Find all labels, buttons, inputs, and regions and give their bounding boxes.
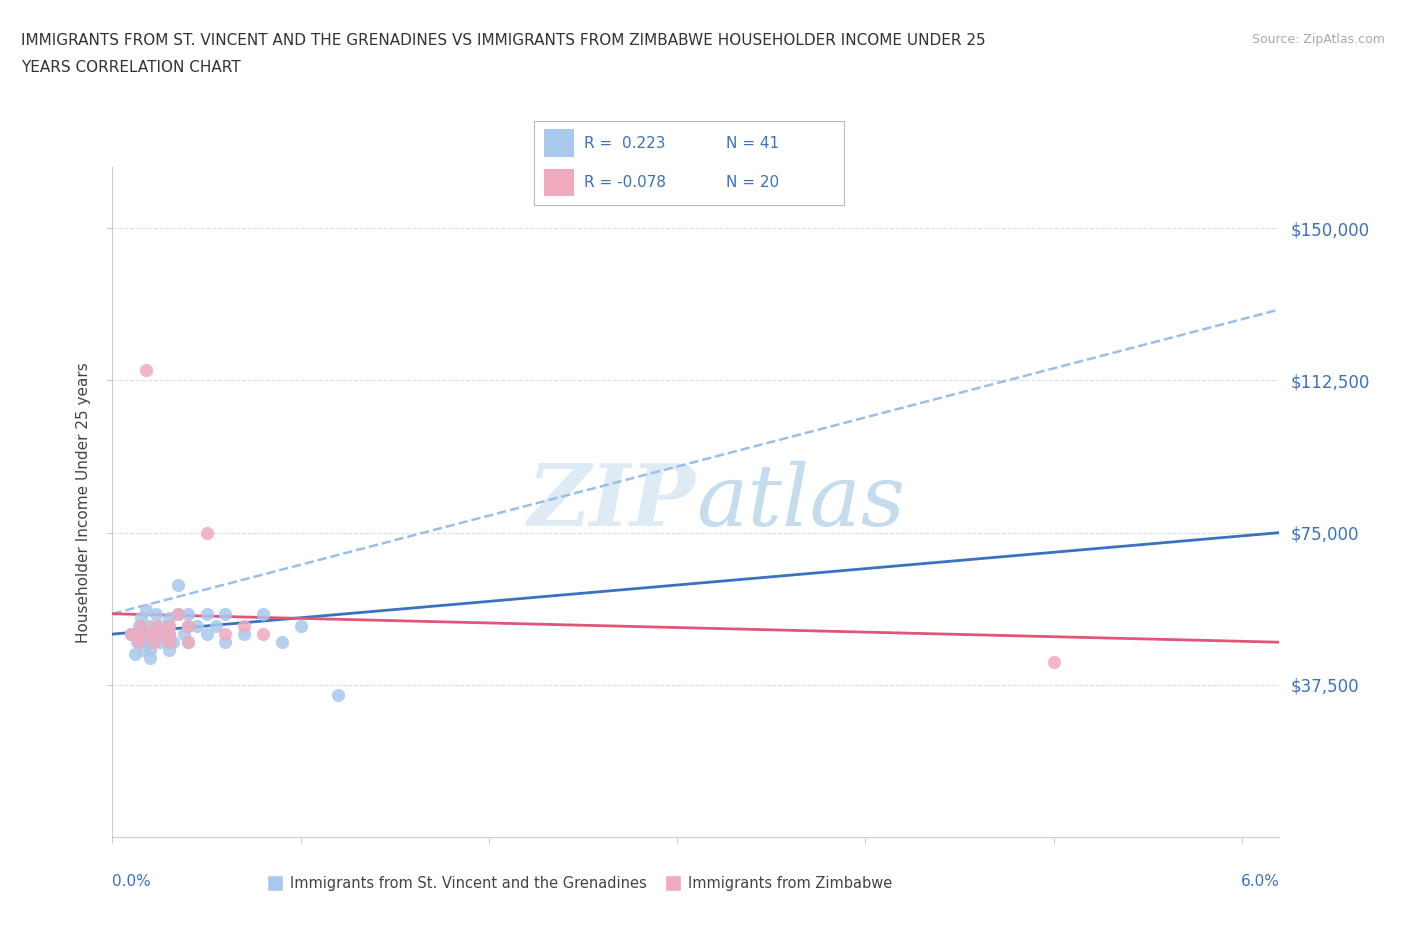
Point xyxy=(173,627,195,642)
Text: R =  0.223: R = 0.223 xyxy=(583,136,665,151)
Point xyxy=(233,618,256,633)
Point xyxy=(125,635,148,650)
Point xyxy=(128,618,150,633)
Point xyxy=(157,635,180,650)
Point xyxy=(157,627,180,642)
Point xyxy=(177,618,200,633)
Point xyxy=(145,606,167,621)
Point xyxy=(148,627,170,642)
Point xyxy=(157,618,180,633)
Point xyxy=(167,606,190,621)
Point xyxy=(233,627,256,642)
Point xyxy=(142,635,165,650)
Point xyxy=(167,606,190,621)
Point xyxy=(148,618,170,633)
Point xyxy=(177,618,200,633)
Text: ZIP: ZIP xyxy=(529,460,696,544)
Point xyxy=(186,618,208,633)
Point xyxy=(252,627,274,642)
Point xyxy=(148,635,170,650)
Point xyxy=(139,651,162,666)
Point xyxy=(205,618,228,633)
Point xyxy=(157,627,180,642)
Point xyxy=(214,635,236,650)
Point xyxy=(1042,655,1064,670)
Y-axis label: Householder Income Under 25 years: Householder Income Under 25 years xyxy=(76,362,91,643)
Bar xyxy=(544,129,575,157)
Point xyxy=(195,606,218,621)
Point xyxy=(177,635,200,650)
Point xyxy=(167,578,190,592)
Point xyxy=(157,618,180,633)
Point xyxy=(142,627,165,642)
Point xyxy=(328,687,350,702)
Point xyxy=(252,606,274,621)
Point xyxy=(124,647,146,662)
Point xyxy=(157,643,180,658)
Point xyxy=(177,635,200,650)
Point xyxy=(157,610,180,625)
Text: N = 41: N = 41 xyxy=(725,136,779,151)
Point xyxy=(157,635,180,650)
Bar xyxy=(544,168,575,196)
Text: 0.0%: 0.0% xyxy=(112,874,152,889)
Point xyxy=(145,618,167,633)
Text: 6.0%: 6.0% xyxy=(1240,874,1279,889)
Text: IMMIGRANTS FROM ST. VINCENT AND THE GRENADINES VS IMMIGRANTS FROM ZIMBABWE HOUSE: IMMIGRANTS FROM ST. VINCENT AND THE GREN… xyxy=(21,33,986,47)
Point xyxy=(290,618,312,633)
Point xyxy=(134,627,156,642)
Point xyxy=(129,635,152,650)
Text: R = -0.078: R = -0.078 xyxy=(583,175,666,190)
Point xyxy=(135,363,157,378)
Point xyxy=(195,627,218,642)
Point xyxy=(139,643,162,658)
Point xyxy=(129,618,152,633)
Point xyxy=(162,635,184,650)
Point xyxy=(177,606,200,621)
Legend: Immigrants from St. Vincent and the Grenadines, Immigrants from Zimbabwe: Immigrants from St. Vincent and the Gren… xyxy=(262,870,897,897)
Point xyxy=(129,610,152,625)
Point xyxy=(152,627,174,642)
Text: Source: ZipAtlas.com: Source: ZipAtlas.com xyxy=(1251,33,1385,46)
Point xyxy=(270,635,292,650)
Text: YEARS CORRELATION CHART: YEARS CORRELATION CHART xyxy=(21,60,240,75)
Point xyxy=(139,635,162,650)
Point xyxy=(214,627,236,642)
Point xyxy=(120,627,142,642)
Text: atlas: atlas xyxy=(696,461,905,543)
Point xyxy=(125,627,148,642)
Point xyxy=(139,618,162,633)
Point xyxy=(135,603,157,618)
Point xyxy=(131,643,153,658)
Point xyxy=(120,627,142,642)
Point xyxy=(195,525,218,540)
Point xyxy=(139,627,162,642)
Text: N = 20: N = 20 xyxy=(725,175,779,190)
Point xyxy=(128,635,150,650)
Point xyxy=(214,606,236,621)
